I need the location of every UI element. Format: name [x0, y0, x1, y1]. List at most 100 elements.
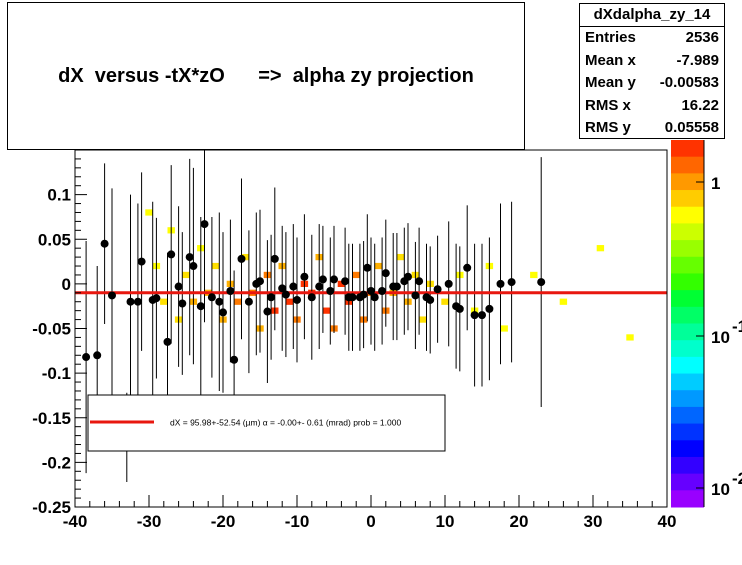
x-tick-label: -30	[137, 512, 162, 531]
profile-point	[293, 295, 301, 304]
profile-point	[244, 297, 253, 306]
heatmap-cell	[352, 271, 360, 279]
stats-value: -7.989	[676, 51, 719, 69]
heatmap-cell	[596, 245, 605, 252]
profile-point	[363, 263, 372, 272]
colorbar-segment	[671, 440, 704, 458]
profile-point	[163, 337, 172, 346]
chart-title: dX versus -tX*zO => alpha zy projection	[8, 65, 524, 88]
profile-point	[444, 279, 453, 288]
y-tick-label: 0	[62, 275, 71, 294]
profile-point	[478, 311, 486, 320]
stats-row-mean-y: Mean y -0.00583	[580, 72, 724, 95]
profile-point	[470, 311, 479, 320]
profile-point	[200, 220, 209, 229]
profile-point	[196, 302, 205, 311]
x-tick-label: 40	[658, 512, 677, 531]
heatmap-cell	[234, 298, 242, 305]
profile-point	[326, 287, 335, 296]
profile-point	[189, 262, 198, 271]
profile-point	[133, 297, 142, 306]
profile-point	[370, 293, 379, 302]
profile-point	[300, 272, 309, 281]
profile-point	[82, 353, 91, 362]
colorbar-segment	[671, 473, 704, 491]
heatmap-cell	[160, 298, 168, 305]
profile-point	[267, 293, 276, 302]
profile-point	[415, 277, 424, 286]
colorbar-segment	[671, 390, 704, 408]
stats-value: 0.05558	[664, 119, 719, 137]
profile-point	[463, 263, 472, 272]
heatmap-cell	[374, 262, 383, 270]
stats-value: 2536	[685, 29, 719, 46]
profile-point	[215, 297, 224, 306]
heatmap-cell	[285, 298, 294, 305]
colorbar-segment	[671, 406, 704, 425]
profile-point	[507, 278, 516, 287]
heatmap-layer	[145, 209, 634, 341]
colorbar-segment	[671, 173, 704, 191]
x-tick-label: 10	[436, 512, 455, 531]
profile-point	[126, 297, 135, 306]
profile-point	[455, 304, 464, 313]
stats-row-mean-x: Mean x -7.989	[580, 50, 724, 73]
y-tick-label: 0.05	[38, 230, 71, 249]
y-tick-label: -0.15	[32, 409, 71, 428]
profile-point	[178, 299, 187, 308]
profile-point	[270, 254, 279, 263]
stats-label: Entries	[585, 29, 636, 46]
colorbar-exponent: -2	[732, 469, 742, 488]
profile-point	[378, 287, 387, 296]
profile-point	[307, 293, 316, 302]
colorbar-segment	[671, 306, 704, 324]
profile-point	[411, 291, 420, 300]
x-tick-label: -10	[285, 512, 310, 531]
y-tick-label: 0.1	[47, 186, 71, 205]
profile-point	[167, 250, 176, 259]
colorbar-exponent: -1	[732, 317, 742, 336]
heatmap-cell	[211, 262, 220, 270]
profile-point	[230, 355, 239, 364]
heatmap-cell	[322, 307, 331, 314]
heatmap-cell	[396, 253, 405, 261]
fit-legend: dX = 95.98+-52.54 (µm) α = -0.00+- 0.61 …	[87, 394, 446, 452]
colorbar: 110-110-2	[671, 140, 742, 508]
stats-value: 16.22	[681, 96, 719, 114]
colorbar-label: 10	[711, 480, 730, 499]
heatmap-cell	[530, 271, 538, 279]
profile-point	[100, 239, 109, 248]
heatmap-cell	[241, 253, 249, 261]
y-tick-label: -0.25	[32, 498, 71, 517]
heatmap-cell	[626, 334, 634, 341]
profile-point	[237, 254, 246, 263]
colorbar-segment	[671, 323, 704, 341]
stats-name: dXdalpha_zy_14	[580, 4, 724, 27]
colorbar-segment	[671, 190, 704, 208]
profile-point	[93, 351, 102, 360]
heatmap-cell	[500, 325, 508, 332]
title-box: dX versus -tX*zO => alpha zy projection	[7, 2, 525, 150]
x-tick-label: 20	[510, 512, 529, 531]
profile-point	[367, 287, 375, 296]
stats-row-rms-x: RMS x 16.22	[580, 95, 724, 118]
colorbar-segment	[671, 156, 704, 174]
profile-point	[219, 308, 227, 317]
heatmap-cell	[182, 271, 190, 279]
profile-point	[485, 304, 494, 313]
profile-point	[348, 293, 357, 302]
colorbar-segment	[671, 240, 704, 258]
colorbar-segment	[671, 490, 704, 508]
profile-point	[152, 294, 161, 303]
x-tick-label: -40	[63, 512, 88, 531]
heatmap-cell	[145, 209, 153, 216]
profile-point	[278, 284, 287, 293]
title-arrow: =>	[258, 65, 282, 87]
stats-label: Mean y	[585, 74, 636, 92]
colorbar-segment	[671, 223, 704, 241]
colorbar-segment	[671, 456, 704, 475]
profile-point	[281, 290, 290, 299]
stats-box: dXdalpha_zy_14 Entries 2536 Mean x -7.989 …	[579, 3, 725, 139]
colorbar-segment	[671, 356, 704, 375]
